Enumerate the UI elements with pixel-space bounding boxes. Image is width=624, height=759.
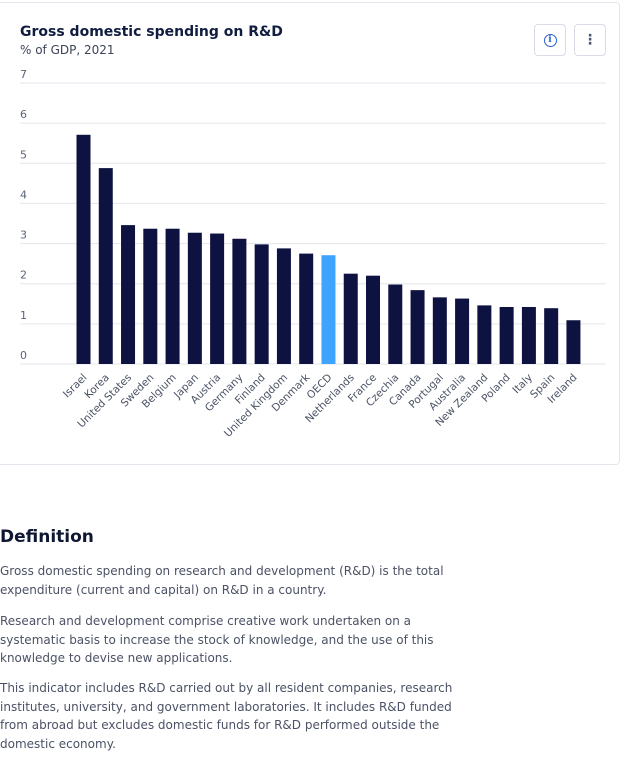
chart-subtitle: % of GDP, 2021 — [20, 43, 115, 57]
y-tick-label: 1 — [20, 309, 27, 322]
bar[interactable] — [121, 225, 136, 364]
y-tick-label: 7 — [20, 68, 27, 81]
definition-heading: Definition — [0, 527, 94, 547]
bar[interactable] — [544, 308, 559, 364]
bar[interactable] — [455, 298, 470, 364]
bar[interactable] — [276, 248, 291, 364]
bar[interactable] — [477, 305, 492, 364]
vertical-ellipsis-icon: ⋮ — [583, 32, 597, 48]
definition-paragraph-2: Research and development comprise creati… — [0, 614, 434, 665]
y-tick-label: 2 — [20, 269, 27, 282]
bar[interactable] — [187, 232, 202, 364]
bar[interactable] — [98, 168, 113, 364]
y-tick-label: 5 — [20, 148, 27, 161]
chart-title: Gross domestic spending on R&D — [20, 24, 283, 40]
bar[interactable] — [388, 284, 403, 364]
bar[interactable] — [343, 273, 358, 364]
bar[interactable] — [143, 228, 158, 364]
bar[interactable] — [566, 320, 581, 364]
bar[interactable] — [432, 297, 447, 364]
bar[interactable] — [299, 253, 314, 364]
bar[interactable] — [76, 134, 91, 364]
bar[interactable] — [366, 275, 381, 364]
bar[interactable] — [410, 290, 425, 364]
bar[interactable] — [232, 238, 247, 364]
bar[interactable] — [254, 244, 269, 364]
y-tick-label: 4 — [20, 188, 27, 201]
definition-paragraph-1: Gross domestic spending on research and … — [0, 564, 444, 597]
info-button[interactable]: i — [534, 24, 566, 56]
bar[interactable] — [321, 255, 336, 364]
y-tick-label: 3 — [20, 229, 27, 242]
bar[interactable] — [521, 306, 536, 364]
bar[interactable] — [210, 233, 225, 364]
bar[interactable] — [165, 228, 180, 364]
definition-paragraph-3: This indicator includes R&D carried out … — [0, 681, 453, 751]
info-circle-icon: i — [543, 33, 557, 47]
y-tick-label: 0 — [20, 349, 27, 362]
more-options-button[interactable]: ⋮ — [574, 24, 606, 56]
bar[interactable] — [499, 306, 514, 364]
y-tick-label: 6 — [20, 108, 27, 121]
